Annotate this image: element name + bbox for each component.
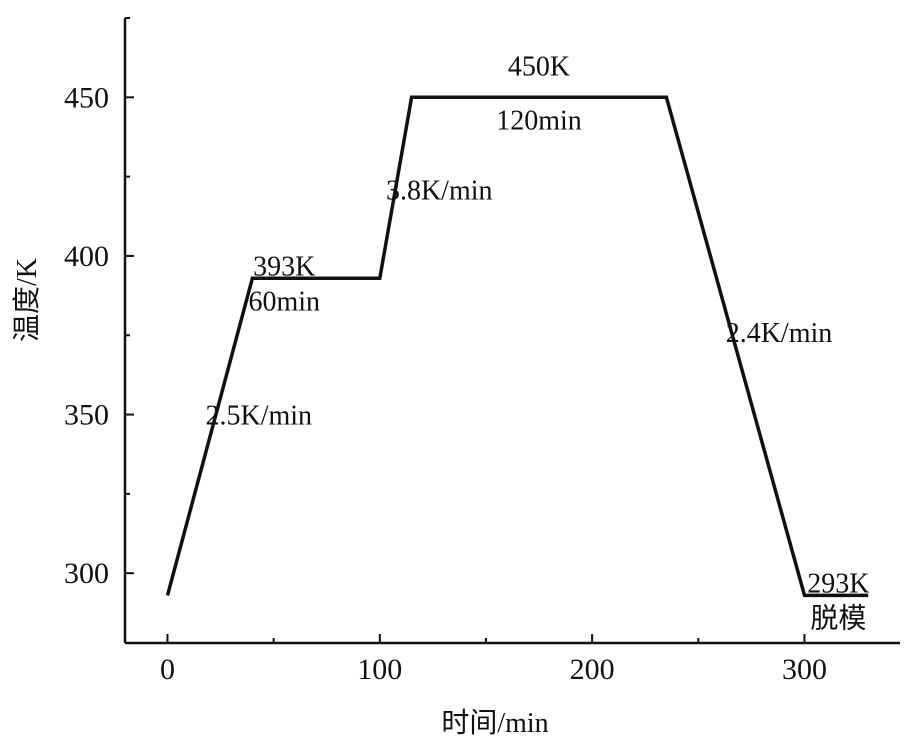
series-group [165, 95, 869, 598]
annotation-label: 120min [496, 106, 582, 137]
temperature-profile-line [165, 95, 869, 598]
annotation-label: 450K [508, 52, 570, 83]
annotation-label: 393K [253, 251, 315, 282]
x-tick-label: 200 [570, 653, 615, 686]
axis-ticks [125, 17, 806, 643]
x-tick-label: 0 [160, 653, 175, 686]
y-tick-label: 400 [64, 240, 109, 273]
tick-labels: 300 350 400 450 0 100 200 300 [64, 81, 827, 686]
y-axis-title: 温度/K [11, 258, 43, 342]
x-axis-title: 时间/min [441, 707, 548, 739]
annotations: 2.5K/min 393K 60min 3.8K/min 450K 120min 2.4K/… [205, 52, 869, 635]
y-tick-label: 350 [64, 399, 109, 432]
annotation-label: 脱模 [810, 603, 866, 635]
annotation-label: 3.8K/min [386, 175, 493, 206]
annotation-label: 2.4K/min [726, 318, 833, 349]
annotation-label: 60min [248, 286, 320, 317]
annotation-label: 2.5K/min [205, 401, 312, 432]
y-tick-label: 300 [64, 557, 109, 590]
y-tick-label: 450 [64, 81, 109, 114]
x-tick-label: 100 [357, 653, 402, 686]
x-tick-label: 300 [782, 653, 827, 686]
annotation-label: 293K [807, 569, 869, 600]
